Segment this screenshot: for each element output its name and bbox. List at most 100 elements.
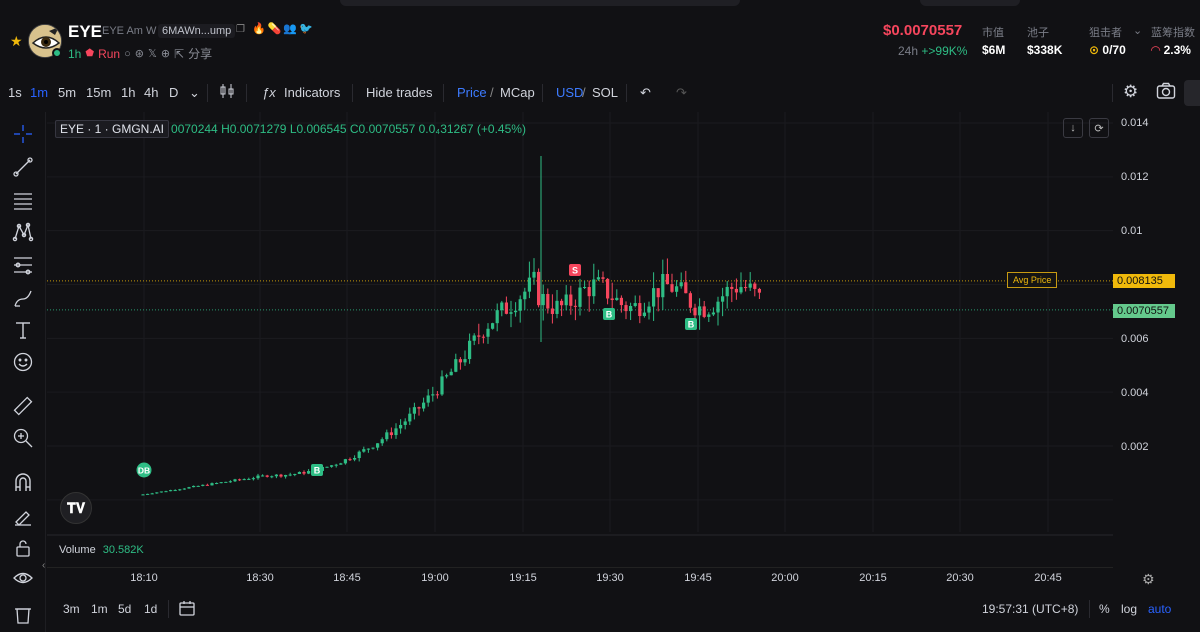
candle-body [679,282,683,287]
candle-body [550,308,554,314]
panel-collapse-button[interactable] [1184,80,1200,106]
sol-toggle[interactable]: SOL [592,85,619,100]
candle-body [385,432,389,440]
pattern-icon[interactable] [11,220,35,244]
magnet-icon[interactable] [11,470,35,494]
candle-body [454,359,458,372]
candle-body [339,463,343,465]
brush-icon[interactable] [11,286,35,310]
symbol-legend-title[interactable]: EYE · 1 · GMGN.AI [55,120,170,138]
candle-body [284,474,288,477]
buy-marker: B [688,320,695,330]
auto-scale-toggle[interactable]: auto [1148,602,1172,616]
x-twitter-icon[interactable]: 𝕏 [147,48,157,60]
percent-scale-toggle[interactable]: % [1099,602,1110,616]
undo-icon[interactable]: ↶ [640,85,651,100]
interval-dropdown-icon[interactable]: ⌄ [189,85,200,100]
candle-body [472,335,476,341]
share-link[interactable]: 分享 [188,47,213,61]
pump-icon[interactable]: ⊛ [134,48,144,60]
x-tick: 19:30 [596,572,624,584]
globe-icon[interactable]: ⊕ [160,48,171,60]
sniper-dropdown-icon[interactable]: ⌄ [1133,25,1143,37]
price-axis[interactable]: 0.014 0.012 0.01 0.006 0.004 0.002 0.008… [1113,112,1200,567]
range-1d[interactable]: 1d [144,602,158,616]
volume-collapse-icon[interactable]: ‹ [42,560,46,571]
emoji-icon[interactable] [11,350,35,374]
settings-gear-icon[interactable]: ⚙ [1123,82,1139,101]
interval-15m[interactable]: 15m [86,85,112,100]
bird-icon: 🐦 [299,23,315,35]
candle-body [164,491,168,493]
candle-body [449,371,453,376]
range-5d[interactable]: 5d [118,602,132,616]
text-tool-icon[interactable] [11,318,35,342]
hide-trades-button[interactable]: Hide trades [366,85,433,100]
go-to-date-icon[interactable] [178,599,196,620]
fib-retracement-icon[interactable] [11,253,35,277]
interval-1s[interactable]: 1s [8,85,22,100]
camera-icon[interactable] [1156,82,1176,105]
share-icon[interactable]: ⇱ [174,46,185,61]
horizontal-lines-icon[interactable] [11,188,35,212]
trend-line-icon[interactable] [11,155,35,179]
candle-body [389,432,393,436]
search-small-icon[interactable]: ○ [124,47,131,60]
candle-body [380,439,384,444]
candle-body [256,475,260,479]
time-axis[interactable]: 18:10 18:30 18:45 19:00 19:15 19:30 19:4… [47,567,1113,589]
candlestick-plot[interactable]: DB B S B B [47,112,1113,567]
interval-5m[interactable]: 5m [58,85,77,100]
indicators-button[interactable]: Indicators [284,85,341,100]
candle-body [412,407,416,414]
candle-body [730,286,734,289]
bottom-toolbar: 3m 1m 5d 1d 19:57:31 (UTC+8) % log auto [0,597,1200,621]
range-1m[interactable]: 1m [91,602,108,616]
price-chart[interactable]: DB B S B B EYE · 1 · GMGN.AI 0070244 H0.0071… [47,112,1113,567]
timezone-clock[interactable]: 19:57:31 (UTC+8) [982,602,1079,616]
refresh-icon[interactable]: ⟳ [1089,118,1109,138]
people-icon: 👥 [283,23,300,35]
x-tick: 19:15 [509,572,537,584]
interval-d[interactable]: D [169,85,179,100]
volume-value: 30.582K [102,544,144,556]
lock-icon[interactable] [11,536,35,560]
candle-body [215,482,219,484]
candle-type-icon[interactable] [218,82,236,105]
interval-1m[interactable]: 1m [30,85,49,100]
draw-lock-icon[interactable] [11,503,35,527]
sniper-label: 狙击者 [1089,27,1122,39]
current-price-axis-label: 0.0070557 [1113,304,1175,318]
candle-body [357,451,361,458]
trash-icon[interactable] [11,602,35,626]
copy-icon[interactable]: ❐ [236,24,245,35]
price-toggle[interactable]: Price [457,85,487,100]
toolbar-separator [443,84,444,102]
volume-legend: Volume 30.582K [59,544,144,556]
tradingview-logo[interactable]: 𝐓𝐕 [60,492,92,524]
candle-body [394,428,398,436]
fx-icon[interactable]: ƒx [262,85,276,100]
x-tick: 20:45 [1034,572,1062,584]
token-address[interactable]: 6MAWn...ump [158,24,236,38]
candle-body [334,464,338,466]
zoom-in-icon[interactable] [11,426,35,450]
redo-icon[interactable]: ↷ [676,85,687,100]
crosshair-icon[interactable] [11,122,35,146]
axis-settings-icon[interactable]: ⚙ [1142,571,1155,587]
gauge-icon: ◠ [1151,43,1161,57]
log-scale-toggle[interactable]: log [1121,602,1138,616]
run-icon: ⬟ [85,48,95,59]
range-3m[interactable]: 3m [63,602,80,616]
interval-1h[interactable]: 1h [121,85,136,100]
mcap-toggle[interactable]: MCap [500,85,535,100]
top-nav-hint [340,0,740,6]
x-tick: 20:30 [946,572,974,584]
favorite-star-icon[interactable]: ★ [10,33,23,49]
candle-body [716,301,720,313]
interval-4h[interactable]: 4h [144,85,159,100]
scroll-down-icon[interactable]: ↓ [1063,118,1083,138]
usd-toggle[interactable]: USD [556,85,584,100]
ruler-icon[interactable] [11,394,35,418]
eye-icon[interactable] [11,566,35,590]
